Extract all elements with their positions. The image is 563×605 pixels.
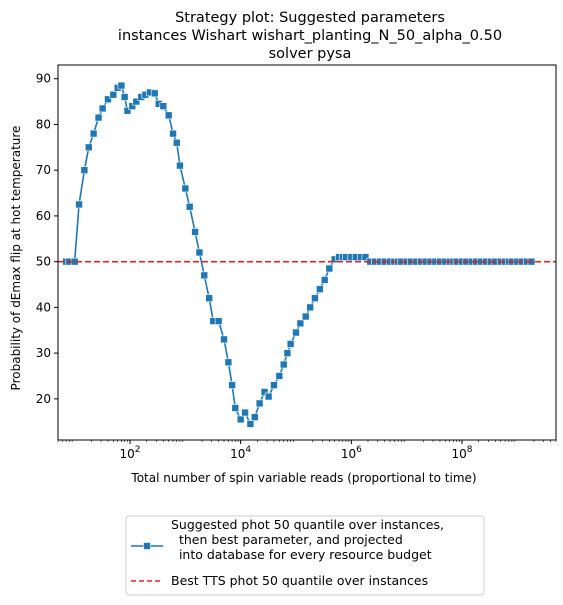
data-point	[164, 111, 173, 120]
data-point	[292, 328, 300, 337]
x-tick-label: 108	[451, 445, 472, 461]
data-point	[117, 81, 126, 90]
data-point	[89, 129, 98, 138]
data-point	[241, 408, 249, 417]
data-point	[325, 264, 334, 273]
plot-frame	[57, 64, 557, 441]
data-point	[195, 248, 204, 257]
y-tick-label: 40	[36, 300, 51, 314]
x-tick-label: 106	[341, 445, 362, 461]
data-point	[94, 113, 103, 122]
data-point	[270, 381, 278, 389]
chart-title-line-3: solver pysa	[269, 46, 352, 62]
data-point	[246, 420, 255, 428]
legend-marker-suggested	[143, 542, 151, 550]
data-point	[283, 349, 292, 357]
x-tick-label: 104	[230, 445, 251, 461]
y-tick-label: 60	[36, 209, 51, 223]
y-tick-label: 70	[36, 163, 51, 177]
data-point	[224, 358, 233, 367]
legend: Suggested phot 50 quantile over instance…	[125, 515, 485, 596]
chart-title-line-1: Strategy plot: Suggested parameters	[175, 10, 445, 26]
data-point	[316, 285, 324, 293]
legend-box	[125, 515, 485, 596]
data-point	[275, 372, 284, 380]
data-point	[75, 200, 83, 209]
chart-title-line-2: instances Wishart wishart_planting_N_50_…	[118, 28, 502, 44]
data-point	[128, 102, 137, 110]
data-point	[159, 102, 168, 110]
data-point	[98, 104, 107, 113]
data-point	[361, 253, 370, 261]
data-point	[301, 312, 310, 321]
data-point	[236, 415, 245, 424]
data-point	[306, 303, 314, 312]
y-tick-label: 90	[36, 72, 51, 86]
data-point	[231, 404, 240, 412]
legend-label-best-tts: Best TTS phot 50 quantile over instances	[171, 573, 428, 588]
data-point	[191, 228, 199, 236]
data-point	[120, 93, 129, 101]
x-axis-label: Total number of spin variable reads (pro…	[130, 471, 476, 485]
series-line-suggested	[66, 84, 532, 426]
x-axis-ticks: 102 104 106 108	[57, 440, 557, 461]
data-point	[205, 294, 213, 303]
data-point	[279, 360, 288, 369]
data-point	[172, 138, 181, 147]
legend-label-suggested: Suggested phot 50 quantile over instance…	[171, 517, 444, 562]
x-tick-label: 102	[119, 445, 140, 461]
y-tick-label: 30	[36, 346, 51, 360]
data-point	[80, 166, 89, 174]
y-tick-label: 80	[36, 117, 51, 131]
data-point	[260, 388, 269, 396]
data-point	[220, 335, 228, 344]
data-point	[214, 317, 223, 325]
data-point	[150, 89, 159, 98]
data-point	[104, 95, 112, 104]
data-point	[200, 271, 209, 280]
y-tick-label: 20	[36, 392, 51, 406]
data-point	[84, 143, 93, 152]
data-point	[286, 340, 295, 348]
data-point	[320, 276, 329, 284]
plot-area	[57, 64, 557, 441]
data-point	[176, 161, 184, 170]
data-point	[228, 381, 236, 389]
data-point	[109, 90, 118, 99]
y-tick-label: 50	[36, 255, 51, 269]
data-point	[185, 202, 194, 211]
chart-title: Strategy plot: Suggested parameters inst…	[118, 10, 502, 62]
data-point	[181, 184, 190, 193]
y-axis-label: Probability of dEmax flip at hot tempera…	[9, 126, 23, 391]
data-point	[311, 294, 319, 303]
data-point	[255, 399, 264, 408]
data-point	[250, 413, 259, 421]
data-point	[123, 106, 132, 115]
data-point	[264, 392, 273, 401]
data-point	[132, 97, 141, 106]
data-point	[169, 129, 177, 138]
y-axis-ticks: 20 30 40 50 60 70 80 90	[36, 72, 58, 406]
data-point	[296, 319, 305, 328]
